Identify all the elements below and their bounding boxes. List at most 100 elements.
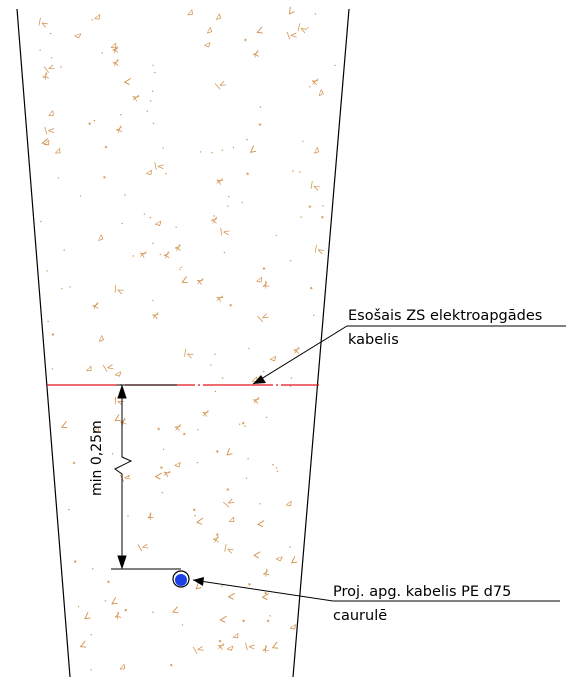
sand-hatch-mark: ⊀ bbox=[252, 50, 260, 61]
sand-hatch-mark: ⋆ bbox=[105, 577, 112, 588]
sand-hatch-mark: ⋆ bbox=[181, 430, 188, 441]
sand-hatch-mark: ⋆ bbox=[241, 617, 247, 627]
sand-hatch-dot bbox=[93, 119, 96, 122]
proj-cable-label-line2: caurulē bbox=[333, 608, 387, 624]
sand-hatch-dot bbox=[104, 600, 107, 602]
sand-hatch-mark: ⊀ bbox=[172, 423, 182, 435]
sand-hatch-mark: ⋆ bbox=[263, 616, 272, 627]
sand-hatch-dot bbox=[259, 503, 261, 505]
sand-hatch-dot bbox=[263, 370, 265, 373]
sand-hatch-dot bbox=[152, 299, 154, 302]
sand-hatch-mark: ⊀ bbox=[261, 568, 271, 580]
sand-hatch-mark: ∠ bbox=[224, 447, 234, 459]
sand-hatch-dot bbox=[90, 634, 93, 636]
sand-hatch-dot bbox=[334, 64, 336, 67]
sand-hatch-mark: ⊀ bbox=[112, 611, 123, 623]
sand-hatch-mark: \< bbox=[245, 642, 256, 653]
dimension-arrow-top bbox=[117, 384, 127, 399]
sand-hatch-mark: ⊿ bbox=[92, 424, 101, 435]
sand-fill-hatch: ∠⋆⊿⊿⊀⋆⊀⊀∠\<\<⋆⊿⋆∠⋆\<⊿∠\<\<⋆⊀⊿⊀\<∠∠⊿⊀⋆\<∠… bbox=[36, 5, 336, 673]
sand-hatch-mark: ⊿ bbox=[202, 39, 213, 51]
sand-hatch-mark: ⊿ bbox=[85, 364, 93, 374]
sand-hatch-dot bbox=[50, 32, 52, 35]
sand-hatch-mark: \< bbox=[295, 23, 309, 37]
sand-hatch-mark: ∠ bbox=[226, 590, 238, 603]
sand-hatch-mark: \< bbox=[36, 17, 50, 31]
sand-hatch-dot bbox=[289, 385, 292, 387]
sand-hatch-mark: ⊿ bbox=[110, 41, 118, 51]
sand-hatch-mark: ⊿ bbox=[225, 642, 235, 654]
sand-hatch-dot bbox=[60, 66, 62, 68]
sand-hatch-dot bbox=[179, 268, 181, 271]
sand-hatch-dot bbox=[211, 152, 213, 154]
sand-hatch-dot bbox=[68, 508, 70, 511]
sand-hatch-mark: ⊿ bbox=[95, 232, 106, 244]
sand-hatch-mark: ⋆ bbox=[256, 120, 264, 131]
sand-hatch-dot bbox=[79, 195, 82, 197]
sand-hatch-mark: ⋆ bbox=[213, 530, 222, 541]
sand-hatch-mark: ⋆ bbox=[121, 605, 131, 616]
sand-hatch-mark: ⊿ bbox=[315, 87, 326, 99]
sand-hatch-mark: \< bbox=[103, 362, 116, 374]
sand-hatch-dot bbox=[114, 398, 117, 400]
sand-hatch-dot bbox=[90, 669, 92, 671]
sand-hatch-dot bbox=[152, 122, 155, 125]
sand-hatch-mark: ⋆ bbox=[215, 636, 224, 647]
sand-hatch-mark: ⊀ bbox=[200, 408, 210, 420]
sand-hatch-mark: ⊀ bbox=[213, 176, 224, 188]
sand-hatch-dot bbox=[197, 429, 199, 431]
sand-hatch-mark: ⊿ bbox=[204, 25, 214, 37]
sand-hatch-dot bbox=[227, 205, 229, 207]
sand-hatch-mark: ⊀ bbox=[292, 346, 301, 357]
sand-hatch-dot bbox=[196, 461, 198, 464]
sand-hatch-dot bbox=[275, 467, 278, 469]
sand-hatch-mark: ⊿ bbox=[268, 353, 278, 365]
sand-hatch-dot bbox=[150, 100, 152, 102]
sand-hatch-mark: ∠ bbox=[217, 613, 229, 626]
sand-hatch-mark: ⊀ bbox=[260, 280, 271, 292]
sand-hatch-dot bbox=[121, 222, 123, 225]
sand-hatch-mark: ⊿ bbox=[213, 11, 223, 23]
projected-cable-pipe bbox=[172, 570, 190, 588]
sand-hatch-dot bbox=[221, 585, 223, 587]
sand-hatch-mark: ⊀ bbox=[215, 641, 226, 653]
sand-hatch-mark: ∠ bbox=[79, 640, 88, 651]
sand-hatch-mark: ∠ bbox=[171, 605, 180, 616]
sand-hatch-dot bbox=[292, 170, 294, 172]
sand-hatch-dot bbox=[299, 171, 301, 173]
sand-hatch-dot bbox=[214, 353, 216, 355]
sand-hatch-mark: \< bbox=[219, 227, 231, 239]
sand-hatch-mark: \< bbox=[214, 79, 228, 93]
sand-hatch-dot bbox=[114, 48, 117, 50]
sand-hatch-dot bbox=[266, 416, 268, 419]
sand-hatch-dot bbox=[302, 140, 304, 142]
sand-hatch-mark: ⋆ bbox=[154, 424, 163, 435]
sand-hatch-dot bbox=[146, 110, 148, 112]
sand-hatch-mark: ⊿ bbox=[113, 368, 123, 380]
sand-hatch-mark: ⋆ bbox=[306, 202, 314, 213]
sand-hatch-mark: ⋆ bbox=[71, 557, 79, 568]
sand-hatch-mark: ∠ bbox=[260, 591, 272, 604]
sand-hatch-mark: ⋆ bbox=[212, 447, 221, 458]
sand-hatch-mark: ⋆ bbox=[244, 169, 251, 180]
sand-hatch-dot bbox=[161, 491, 164, 494]
sand-hatch-mark: ⋆ bbox=[86, 119, 93, 130]
sand-hatch-dot bbox=[50, 57, 53, 59]
sand-hatch-mark: ⊿ bbox=[273, 552, 284, 564]
sand-hatch-mark: ⊀ bbox=[150, 311, 160, 323]
sand-hatch-dot bbox=[210, 364, 212, 366]
sand-hatch-mark: \< bbox=[44, 126, 55, 136]
sand-hatch-dot bbox=[269, 615, 271, 617]
sand-hatch-dot bbox=[313, 314, 315, 316]
dimension-line-with-break bbox=[114, 386, 133, 568]
sand-hatch-mark: ⊿ bbox=[72, 29, 83, 41]
trench-left-wall bbox=[16, 8, 71, 677]
sand-hatch-mark: \< bbox=[138, 542, 150, 554]
sand-hatch-mark: \< bbox=[312, 244, 326, 258]
sand-hatch-dot bbox=[57, 177, 60, 179]
sand-hatch-mark: ⊿ bbox=[54, 146, 62, 157]
sand-hatch-dot bbox=[151, 90, 154, 93]
sand-hatch-dot bbox=[92, 568, 94, 570]
sand-hatch-mark: ⊀ bbox=[111, 46, 119, 56]
sand-hatch-mark: ⊀ bbox=[163, 251, 171, 261]
